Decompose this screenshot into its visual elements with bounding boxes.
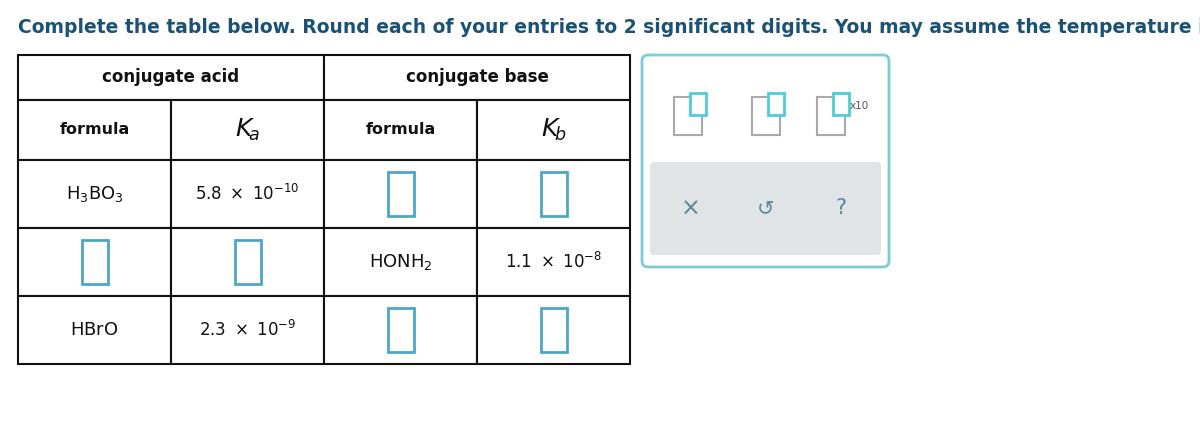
Bar <box>478 228 630 296</box>
Text: formula: formula <box>365 123 436 138</box>
Text: $\mathrm{H_3BO_3}$: $\mathrm{H_3BO_3}$ <box>66 184 124 204</box>
Bar <box>540 308 566 352</box>
Bar <box>478 296 630 364</box>
Text: $1.1\ \times\ 10^{-8}$: $1.1\ \times\ 10^{-8}$ <box>505 252 602 272</box>
Bar <box>324 296 478 364</box>
Text: $5.8\ \times\ 10^{-10}$: $5.8\ \times\ 10^{-10}$ <box>196 184 300 204</box>
Text: $\mathrm{HBrO}$: $\mathrm{HBrO}$ <box>71 321 119 339</box>
Bar <box>540 172 566 216</box>
Bar <box>18 228 172 296</box>
Bar <box>388 308 414 352</box>
Bar <box>18 100 172 160</box>
Text: $\mathrm{HONH_2}$: $\mathrm{HONH_2}$ <box>368 252 432 272</box>
Bar <box>18 160 172 228</box>
FancyBboxPatch shape <box>650 162 881 255</box>
Bar <box>324 228 478 296</box>
Bar <box>234 240 260 284</box>
Bar <box>817 97 845 135</box>
Text: formula: formula <box>59 123 130 138</box>
Text: Complete the table below. Round each of your entries to 2 significant digits. Yo: Complete the table below. Round each of … <box>18 18 1200 37</box>
Bar <box>674 97 702 135</box>
Bar <box>768 93 784 115</box>
Text: x10: x10 <box>850 101 869 111</box>
Text: $\mathit{K}_{\!\mathit{a}}$: $\mathit{K}_{\!\mathit{a}}$ <box>235 117 260 143</box>
Text: ?: ? <box>835 198 846 219</box>
Text: ×: × <box>680 197 700 220</box>
Bar <box>324 160 478 228</box>
Bar <box>833 93 850 115</box>
Bar <box>324 55 630 100</box>
Bar <box>388 172 414 216</box>
Text: conjugate acid: conjugate acid <box>102 68 240 87</box>
Bar <box>751 97 780 135</box>
Bar <box>82 240 108 284</box>
Bar <box>18 296 172 364</box>
Text: conjugate base: conjugate base <box>406 68 548 87</box>
Text: $\mathit{K}_{\!\mathit{b}}$: $\mathit{K}_{\!\mathit{b}}$ <box>540 117 566 143</box>
Bar <box>172 160 324 228</box>
Bar <box>690 93 706 115</box>
Bar <box>172 228 324 296</box>
Bar <box>18 55 324 100</box>
Bar <box>478 160 630 228</box>
FancyBboxPatch shape <box>642 55 889 267</box>
Bar <box>172 296 324 364</box>
Text: ↺: ↺ <box>757 198 774 219</box>
Text: $2.3\ \times\ 10^{-9}$: $2.3\ \times\ 10^{-9}$ <box>199 320 296 340</box>
Bar <box>172 100 324 160</box>
Bar <box>324 100 478 160</box>
Bar <box>478 100 630 160</box>
